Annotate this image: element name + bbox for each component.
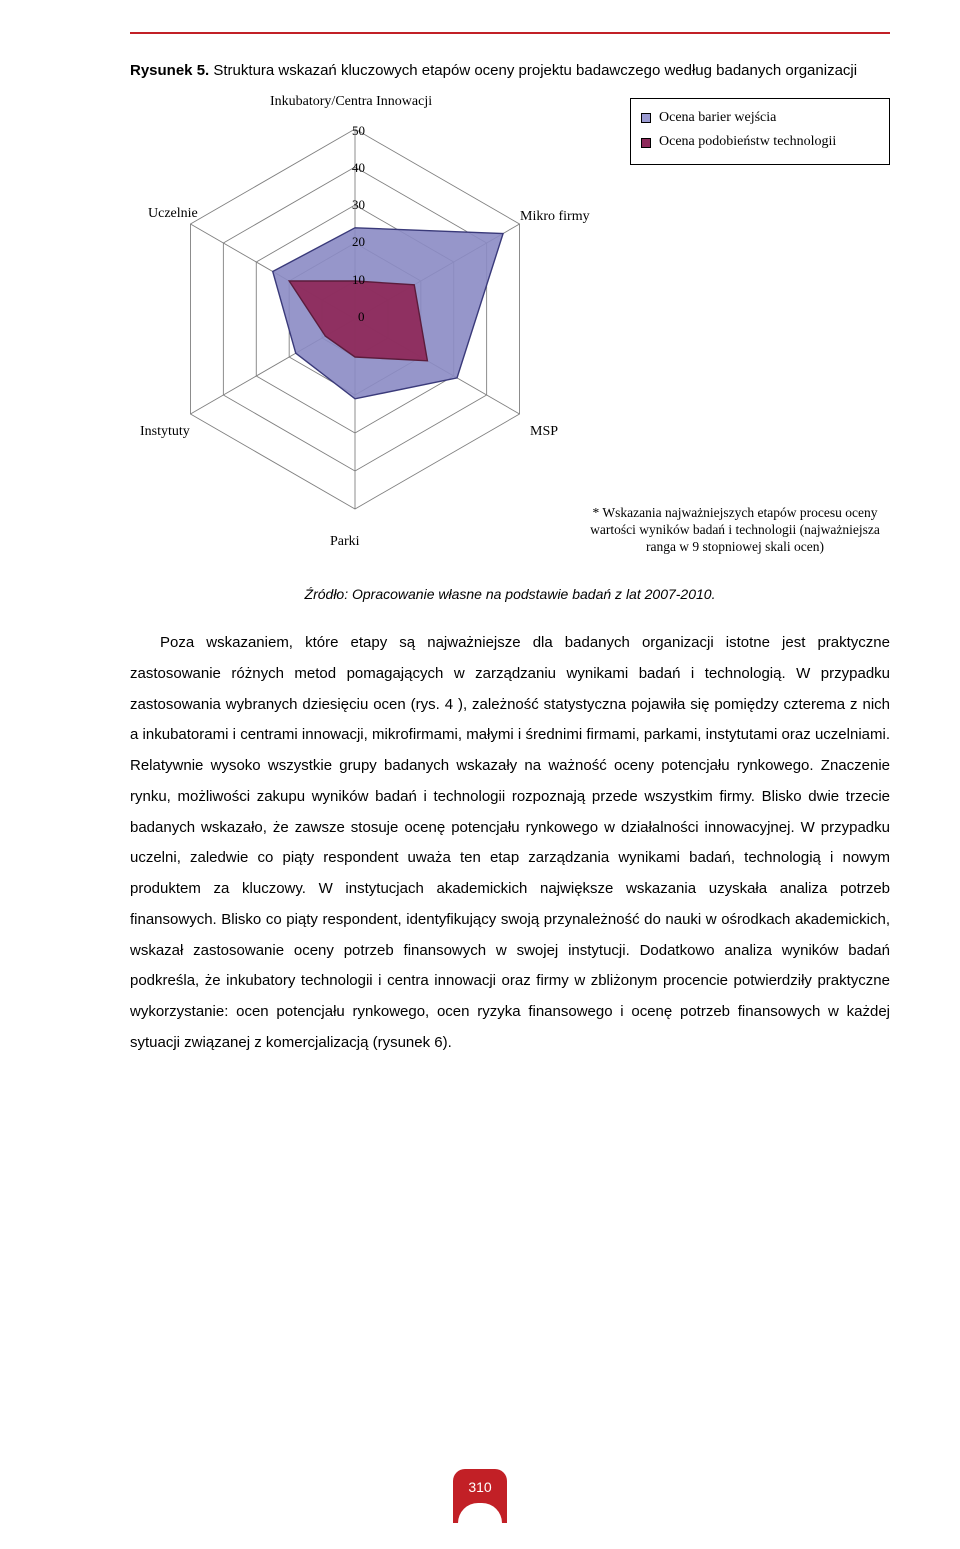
axis-label-parki: Parki	[330, 534, 360, 550]
tick-30: 30	[352, 197, 365, 213]
radar-svg	[130, 94, 610, 564]
tick-20: 20	[352, 234, 365, 250]
top-rule	[130, 32, 890, 34]
figure-caption: Rysunek 5. Struktura wskazań kluczowych …	[130, 62, 890, 80]
tick-40: 40	[352, 160, 365, 176]
tick-10: 10	[352, 272, 365, 288]
legend-swatch-icon	[641, 138, 651, 148]
chart-legend: Ocena barier wejścia Ocena podobieństw t…	[630, 98, 890, 165]
tick-0: 0	[358, 309, 365, 325]
figure-label: Rysunek 5.	[130, 62, 209, 79]
axis-label-top: Inkubatory/Centra Innowacji	[270, 94, 432, 110]
axis-label-uczelnie: Uczelnie	[148, 206, 198, 222]
page-content: Rysunek 5. Struktura wskazań kluczowych …	[130, 62, 890, 1059]
figure-caption-text: Struktura wskazań kluczowych etapów ocen…	[209, 62, 857, 79]
axis-label-msp: MSP	[530, 424, 558, 440]
axis-label-instytuty: Instytuty	[140, 424, 190, 440]
legend-label: Ocena barier wejścia	[659, 107, 776, 129]
legend-item: Ocena barier wejścia	[641, 107, 879, 129]
page-number-badge: 310	[453, 1469, 507, 1523]
legend-swatch-icon	[641, 113, 651, 123]
source-line: Źródło: Opracowanie własne na podstawie …	[130, 586, 890, 602]
tick-50: 50	[352, 123, 365, 139]
radar-chart: Inkubatory/Centra Innowacji Mikro firmy …	[130, 94, 890, 574]
page-number-text: 310	[453, 1479, 507, 1495]
legend-label: Ocena podobieństw technologii	[659, 131, 836, 153]
body-paragraph: Poza wskazaniem, które etapy są najważni…	[130, 628, 890, 1059]
legend-item: Ocena podobieństw technologii	[641, 131, 879, 153]
page-number-cutout	[458, 1503, 502, 1531]
axis-label-mikro: Mikro firmy	[520, 209, 590, 225]
chart-footnote: * Wskazania najważniejszych etapów proce…	[580, 505, 890, 556]
